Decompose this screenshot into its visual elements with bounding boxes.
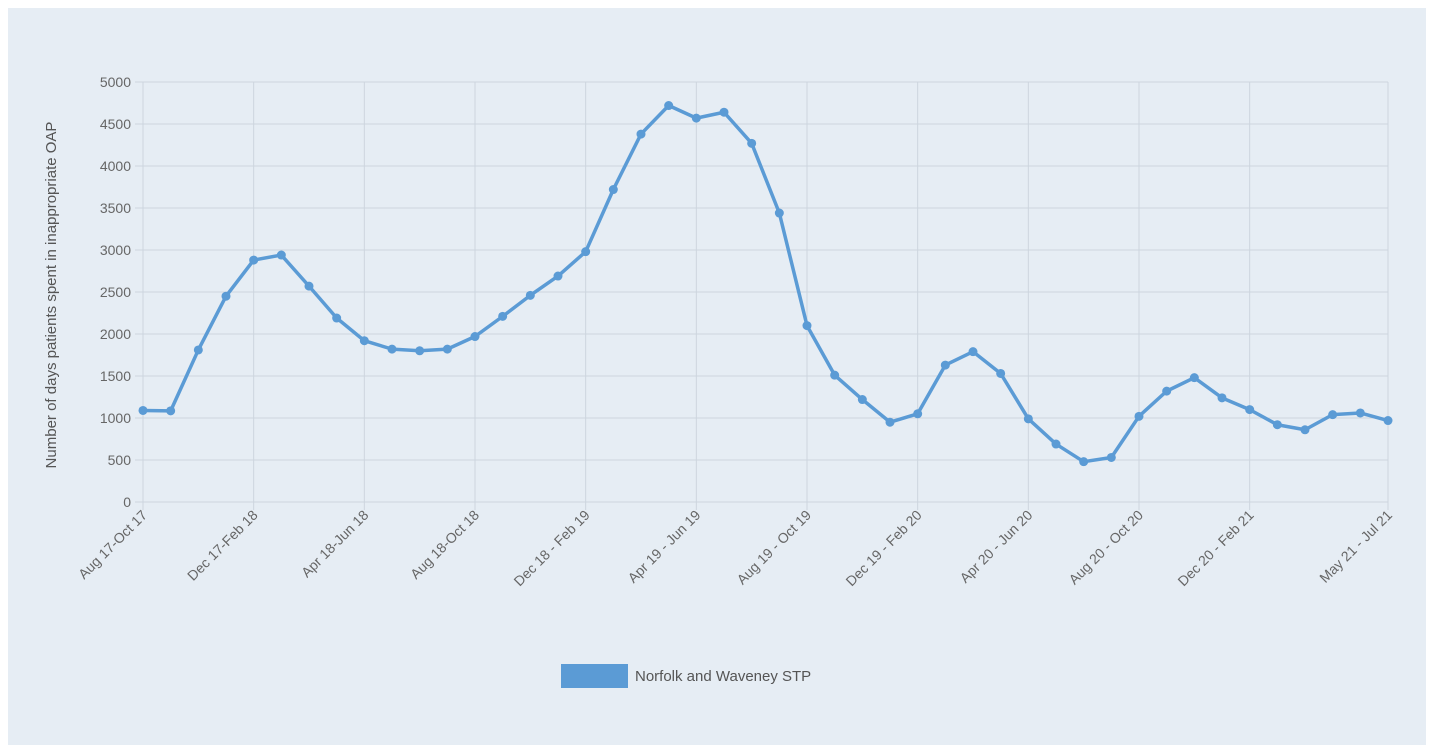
x-tick-label: Dec 18 - Feb 19 <box>510 507 592 589</box>
x-tick-label: Aug 19 - Oct 19 <box>733 507 814 588</box>
data-point[interactable]: Feb 18-Apr 18: 2570 <box>304 281 314 291</box>
data-point[interactable]: Apr 18-Jun 18: 1920 <box>359 336 369 346</box>
data-point[interactable]: Sep 19 - Nov 19: 1510 <box>830 370 840 380</box>
x-tick-label: Dec 19 - Feb 20 <box>842 507 924 589</box>
data-point[interactable]: Jun 20 - Aug 20: 480 <box>1079 457 1089 467</box>
data-point[interactable]: May 19 - Jul 19: 4640 <box>719 107 729 117</box>
series-layer: Aug 17-Oct 17: 1090 Sep 17-Nov 17: 1085 Oc… <box>138 101 1393 467</box>
data-point[interactable]: Sep 20 - Nov 20: 1320 <box>1162 386 1172 396</box>
y-axis-title: Number of days patients spent in inappro… <box>43 122 60 469</box>
data-point[interactable]: May 18-Jul 18: 1820 <box>387 344 397 354</box>
data-point[interactable]: May 21 - Jul 21: 970 <box>1383 416 1393 426</box>
data-point[interactable]: Jul 20 - Sep 20: 530 <box>1106 452 1116 462</box>
data-point[interactable]: Dec 20 - Feb 21: 1100 <box>1245 405 1255 415</box>
data-point[interactable]: Jan 20 - Mar 20: 1630 <box>940 360 950 370</box>
data-point[interactable]: Nov 18-Jan 19: 2690 <box>553 271 563 281</box>
data-point[interactable]: Jun 18-Aug 18: 1800 <box>415 346 425 356</box>
data-point[interactable]: Mar 19 - May 19: 4720 <box>664 101 674 111</box>
x-tick-label: May 21 - Jul 21 <box>1316 507 1395 586</box>
legend-swatch <box>561 664 628 688</box>
data-point[interactable]: Aug 18-Oct 18: 1970 <box>470 332 480 342</box>
data-point[interactable]: Dec 18 - Feb 19: 2980 <box>581 247 591 257</box>
y-tick-label: 0 <box>123 494 131 510</box>
data-point[interactable]: Mar 21 - May 21: 1040 <box>1328 410 1338 420</box>
data-point[interactable]: Dec 17-Feb 18: 2880 <box>249 255 259 265</box>
data-point[interactable]: Feb 21 - Apr 21: 860 <box>1300 425 1310 435</box>
data-point[interactable]: Apr 19 - Jun 19: 4570 <box>691 113 701 123</box>
data-point[interactable]: Oct 20 - Dec 20: 1480 <box>1189 373 1199 383</box>
data-point[interactable]: Feb 19 - Apr 19: 4380 <box>636 129 646 139</box>
data-point[interactable]: Oct 17-Dec 17: 1810 <box>193 345 203 355</box>
data-point[interactable]: Jan 18-Mar 18: 2940 <box>276 250 286 260</box>
data-point[interactable]: Aug 20 - Oct 20: 1020 <box>1134 411 1144 421</box>
x-tick-label: Apr 19 - Jun 19 <box>624 507 703 586</box>
data-point[interactable]: Jun 19 - Aug 19: 4270 <box>747 138 757 148</box>
x-tick-label: Aug 20 - Oct 20 <box>1065 507 1146 588</box>
data-point[interactable]: Oct 19 - Dec 19: 1220 <box>857 395 867 405</box>
data-point[interactable]: Apr 20 - Jun 20: 990 <box>1023 414 1033 424</box>
x-tick-label: Aug 18-Oct 18 <box>407 507 482 582</box>
data-point[interactable]: Dec 19 - Feb 20: 1050 <box>913 409 923 419</box>
x-tick-label: Apr 18-Jun 18 <box>298 507 372 581</box>
data-point[interactable]: Aug 17-Oct 17: 1090 <box>138 405 148 415</box>
y-tick-label: 1500 <box>100 368 131 384</box>
series-line <box>141 103 1390 464</box>
data-point[interactable]: Mar 20 - May 20: 1530 <box>996 368 1006 378</box>
y-tick-label: 3500 <box>100 200 131 216</box>
data-point[interactable]: Mar 18-May 18: 2190 <box>332 313 342 323</box>
data-point[interactable]: Feb 20 - Apr 20: 1790 <box>968 347 978 357</box>
y-tick-label: 4000 <box>100 158 131 174</box>
y-tick-label: 500 <box>108 452 132 468</box>
y-tick-label: 4500 <box>100 116 131 132</box>
data-point[interactable]: Jul 18-Sep 18: 1820 <box>442 344 452 354</box>
data-point[interactable]: Nov 19 - Jan 20: 950 <box>885 417 895 427</box>
data-point[interactable]: Jan 21 - Mar 21: 920 <box>1272 420 1282 430</box>
y-tick-label: 1000 <box>100 410 131 426</box>
data-point[interactable]: Sep 18-Nov 18: 2210 <box>498 311 508 321</box>
x-tick-labels: Aug 17-Oct 17 Dec 17-Feb 18 Apr 18-Jun 18 A… <box>75 507 1395 589</box>
y-tick-labels: 0 500 1000 1500 2000 2500 3000 3500 4000 4500 5000 <box>100 74 131 510</box>
x-tick-label: Dec 20 - Feb 21 <box>1174 507 1256 589</box>
line-chart: 0 500 1000 1500 2000 2500 3000 3500 4000 4500 5000… <box>43 74 1395 688</box>
data-point[interactable]: Apr 21 - Jun 21: 1060 <box>1355 408 1365 418</box>
x-tick-label: Aug 17-Oct 17 <box>75 507 150 582</box>
data-point[interactable]: Oct 18-Dec 18: 2460 <box>525 290 535 300</box>
data-point[interactable]: Nov 20 - Jan 21: 1240 <box>1217 393 1227 403</box>
x-tick-label: Apr 20 - Jun 20 <box>956 507 1035 586</box>
data-point[interactable]: Aug 19 - Oct 19: 2100 <box>802 321 812 331</box>
data-point[interactable]: May 20 - Jul 20: 690 <box>1051 439 1061 449</box>
data-point[interactable]: Sep 17-Nov 17: 1085 <box>166 406 176 416</box>
grid-lines <box>135 81 1389 510</box>
y-tick-label: 3000 <box>100 242 131 258</box>
x-tick-label: Dec 17-Feb 18 <box>184 507 261 584</box>
y-tick-label: 2500 <box>100 284 131 300</box>
data-point[interactable]: Jul 19 - Sep 19: 3440 <box>774 208 784 218</box>
legend-label: Norfolk and Waveney STP <box>635 668 811 685</box>
y-tick-label: 2000 <box>100 326 131 342</box>
data-point[interactable]: Jan 19 - Mar 19: 3720 <box>608 185 618 195</box>
legend[interactable]: Norfolk and Waveney STP <box>561 664 811 688</box>
data-point[interactable]: Nov 17-Jan 18: 2450 <box>221 291 231 301</box>
y-tick-label: 5000 <box>100 74 131 90</box>
chart-panel: 0 500 1000 1500 2000 2500 3000 3500 4000 4500 5000… <box>8 8 1426 745</box>
